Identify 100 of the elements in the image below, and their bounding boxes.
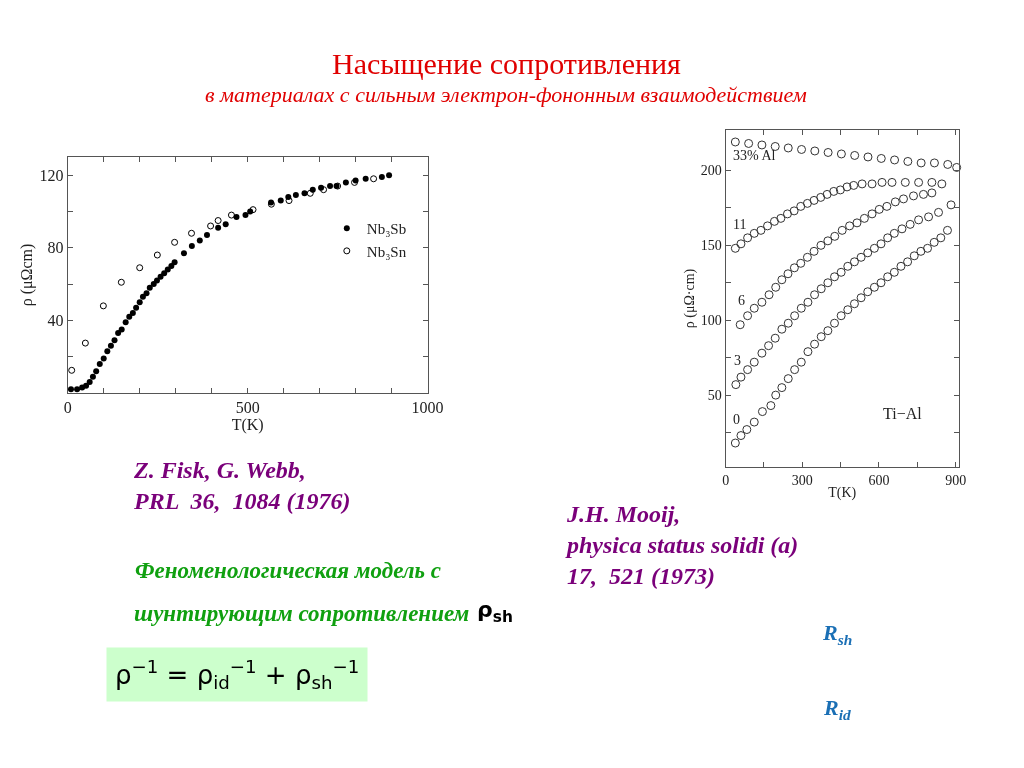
point: [764, 341, 774, 351]
point: [810, 339, 820, 349]
point: [743, 365, 753, 375]
point: [306, 189, 314, 197]
point: [301, 190, 308, 197]
point: [823, 147, 833, 157]
point: [914, 215, 924, 225]
point: [215, 224, 222, 231]
point: [203, 232, 210, 239]
point: [836, 267, 846, 277]
point: [946, 200, 956, 210]
point: [99, 302, 107, 310]
text: Феноменологическая модель с: [135, 558, 442, 583]
point: [849, 299, 859, 309]
point: [783, 269, 793, 279]
point: [914, 177, 924, 187]
point: [867, 179, 877, 189]
point: [823, 326, 833, 336]
point: [876, 153, 886, 163]
point: [386, 172, 393, 179]
legend-label: Nb₃Sb: [366, 221, 407, 238]
point: [850, 150, 860, 160]
y-tick-label: 200: [700, 163, 722, 179]
point: [126, 313, 133, 320]
point: [929, 158, 939, 168]
point: [139, 293, 146, 300]
point: [743, 311, 753, 321]
point: [823, 278, 833, 288]
point: [771, 282, 781, 292]
point: [770, 141, 780, 151]
point: [837, 225, 847, 235]
point: [115, 330, 122, 337]
point: [937, 179, 947, 189]
point: [107, 342, 114, 349]
point: [863, 152, 873, 162]
point: [823, 236, 833, 246]
point: [816, 240, 826, 250]
point: [742, 425, 752, 435]
point: [749, 228, 759, 238]
point: [730, 137, 740, 147]
point: [936, 233, 946, 243]
y-axis-title: ρ (μΩ·cm): [682, 268, 699, 329]
y-tick-label: 80: [47, 239, 64, 257]
point: [136, 264, 144, 272]
point: [863, 287, 873, 297]
point: [908, 191, 918, 201]
x-tick-label: 0: [63, 399, 72, 417]
point: [903, 257, 913, 267]
point: [153, 251, 161, 259]
x-axis-title: T(K): [231, 416, 264, 435]
point: [161, 270, 168, 277]
point: [277, 197, 284, 204]
point: [918, 189, 928, 199]
point: [830, 318, 839, 328]
point: [157, 273, 164, 280]
point: [171, 259, 178, 266]
legend-label: Nb₃Sn: [366, 243, 407, 260]
point: [783, 374, 793, 384]
point: [242, 212, 249, 219]
point: [89, 373, 96, 380]
point: [843, 261, 853, 271]
point: [882, 201, 892, 211]
point: [378, 173, 385, 180]
point: [770, 333, 780, 343]
point: [896, 261, 906, 271]
point: [736, 239, 746, 249]
point: [171, 238, 179, 246]
text: R$_{sh}$: [822, 620, 853, 648]
point: [743, 233, 753, 243]
point: [863, 248, 873, 258]
x-tick-label: 300: [791, 472, 813, 488]
text: Z. Fisk, G. Webb, PRL 36, 1084 (1976): [133, 457, 351, 515]
point: [67, 386, 74, 393]
point: [188, 229, 196, 237]
point: [757, 348, 767, 358]
point: [829, 186, 839, 196]
point: [783, 143, 793, 153]
point: [104, 348, 111, 355]
point: [890, 197, 900, 207]
point: [763, 221, 773, 231]
point: [731, 380, 741, 390]
point: [849, 257, 859, 267]
point: [222, 221, 229, 228]
series-label: 3: [734, 353, 741, 368]
point: [74, 386, 81, 393]
point: [849, 180, 859, 190]
point: [929, 237, 939, 247]
point: [777, 275, 787, 285]
point: [769, 216, 779, 226]
point: [874, 204, 884, 214]
point: [869, 243, 879, 253]
point: [869, 282, 879, 292]
y-tick-label: 50: [707, 388, 722, 404]
point: [129, 310, 136, 317]
text: J.H. Mooij, physica status solidi (a) 17, 521 (1973): [565, 501, 799, 590]
point: [943, 159, 953, 169]
point: [771, 390, 781, 400]
point: [757, 140, 767, 150]
point: [776, 213, 786, 223]
point: [802, 252, 812, 262]
